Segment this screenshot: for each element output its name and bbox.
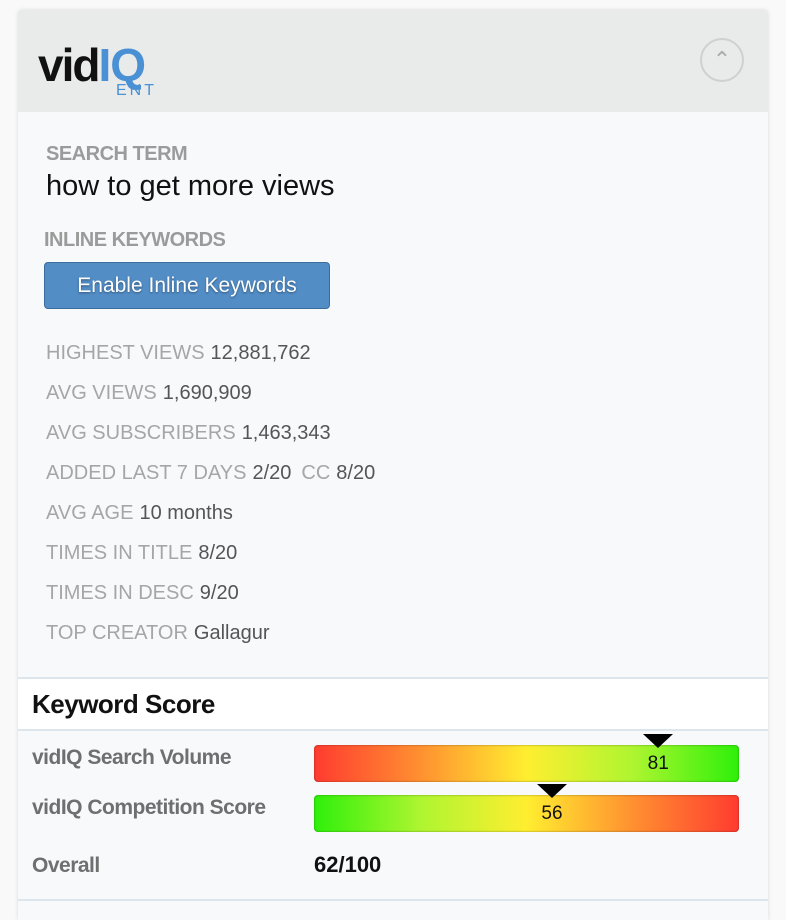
logo-accent: IQ — [98, 39, 146, 91]
chevron-up-icon: ⌃ — [712, 47, 732, 72]
logo-sub: ENT — [116, 82, 157, 99]
stat-value: 1,690,909 — [162, 382, 252, 404]
panel-header: vidIQ ENT ⌃ — [18, 10, 768, 112]
stat-value: 1,463,343 — [241, 422, 331, 444]
stat-key: TOP CREATOR — [46, 622, 188, 644]
collapse-button[interactable]: ⌃ — [700, 38, 744, 82]
search-volume-value: 81 — [647, 753, 669, 774]
stat-avg-subscribers: AVG SUBSCRIBERS 1,463,343 — [46, 422, 331, 445]
overall-value: 62/100 — [314, 852, 382, 877]
stat-value: 8/20 — [198, 542, 238, 564]
search-term-label: SEARCH TERM — [46, 143, 188, 165]
stat-added-last-7-days: ADDED LAST 7 DAYS 2/20 CC 8/20 — [46, 462, 375, 485]
keyword-score-header: Keyword Score — [18, 677, 768, 731]
stat-avg-age: AVG AGE 10 months — [46, 502, 233, 525]
competition-score-bar: 56 — [314, 784, 739, 832]
logo-text: vid — [38, 39, 100, 91]
competition-score-marker — [537, 784, 567, 798]
stat-highest-views: HIGHEST VIEWS 12,881,762 — [46, 342, 311, 365]
search-volume-bar: 81 — [314, 734, 739, 782]
stat-times-in-desc: TIMES IN DESC 9/20 — [46, 582, 239, 605]
stat-top-creator: TOP CREATOR Gallagur — [46, 622, 270, 645]
stat-key: TIMES IN TITLE — [46, 542, 193, 564]
stat-value: 12,881,762 — [210, 342, 311, 364]
stat-key: AVG AGE — [46, 502, 134, 524]
stat-key: AVG SUBSCRIBERS — [46, 422, 236, 444]
stat-value: Gallagur — [193, 622, 270, 644]
search-term-value: how to get more views — [46, 170, 335, 202]
stat-times-in-title: TIMES IN TITLE 8/20 — [46, 542, 237, 565]
stat-key: ADDED LAST 7 DAYS — [46, 462, 247, 484]
stat-key-cc: CC — [301, 462, 331, 484]
stat-key: AVG VIEWS — [46, 382, 157, 404]
overall-label: Overall — [32, 854, 100, 877]
divider — [18, 899, 768, 901]
stat-value: 9/20 — [199, 582, 239, 604]
search-volume-marker — [643, 734, 674, 748]
competition-score-label: vidIQ Competition Score — [32, 796, 266, 819]
competition-score-value: 56 — [541, 803, 563, 824]
stat-key: HIGHEST VIEWS — [46, 342, 205, 364]
stat-value: 2/20 — [252, 462, 292, 484]
inline-keywords-label: INLINE KEYWORDS — [44, 229, 226, 251]
search-volume-label: vidIQ Search Volume — [32, 746, 232, 769]
stat-key: TIMES IN DESC — [46, 582, 194, 604]
vidiq-panel: vidIQ ENT ⌃ SEARCH TERM how to get more … — [18, 10, 768, 920]
enable-inline-keywords-button[interactable]: Enable Inline Keywords — [44, 262, 330, 309]
vidiq-logo: vidIQ ENT — [38, 38, 154, 99]
stat-value-cc: 8/20 — [336, 462, 376, 484]
keyword-score-title: Keyword Score — [32, 689, 215, 719]
stat-avg-views: AVG VIEWS 1,690,909 — [46, 382, 252, 405]
stat-value: 10 months — [139, 502, 233, 524]
